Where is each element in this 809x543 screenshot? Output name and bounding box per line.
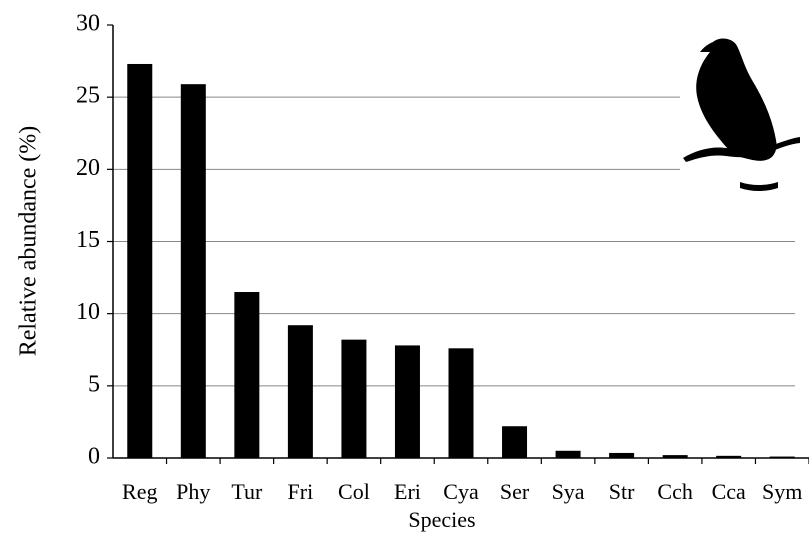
x-tick-label: Col (338, 479, 370, 504)
x-axis-label: Species (408, 507, 475, 532)
x-tick-label: Ser (500, 479, 530, 504)
bar (502, 426, 527, 458)
x-tick-label: Sym (762, 479, 802, 504)
x-tick-label: Str (609, 479, 635, 504)
bird-icon (680, 34, 805, 199)
x-tick-label: Fri (288, 479, 314, 504)
x-tick-label: Tur (231, 479, 263, 504)
x-tick-label: Phy (176, 479, 210, 504)
y-tick-label: 0 (88, 444, 100, 470)
bar (556, 451, 581, 458)
bar (181, 84, 206, 458)
bar (288, 325, 313, 458)
y-tick-label: 15 (76, 227, 100, 253)
bar (449, 348, 474, 458)
x-tick-label: Cch (657, 479, 692, 504)
bar (341, 340, 366, 458)
y-axis-label: Relative abundance (%) (16, 126, 42, 357)
bar (609, 453, 634, 458)
bar (127, 64, 152, 458)
chart: Relative abundance (%) Species 0 5 10 15 20 2… (0, 0, 809, 538)
page: {"chart_data": {"type": "bar", "y_label"… (0, 0, 809, 538)
y-tick-label: 5 (88, 371, 100, 397)
y-tick-label: 20 (76, 155, 100, 181)
x-tick-label: Cca (712, 479, 746, 504)
y-tick-label: 30 (76, 11, 100, 37)
x-tick-label: Eri (394, 479, 421, 504)
bar (395, 345, 420, 458)
x-tick-label: Reg (122, 479, 157, 504)
y-tick-label: 10 (76, 299, 100, 325)
x-tick-label: Cya (443, 479, 479, 504)
bar (234, 292, 259, 458)
y-tick-label: 25 (76, 83, 100, 109)
x-tick-label: Sya (552, 479, 585, 504)
